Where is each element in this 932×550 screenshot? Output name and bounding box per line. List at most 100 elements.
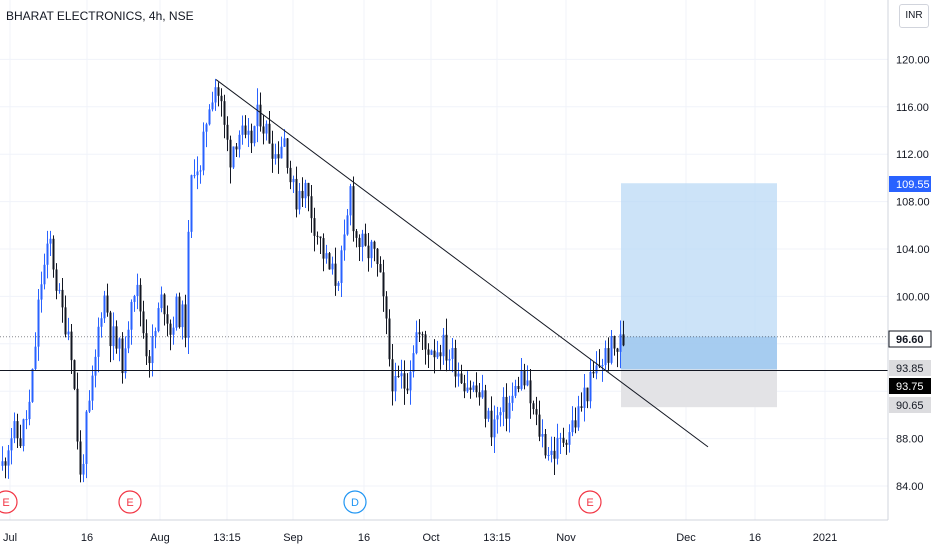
candle-body [361, 233, 364, 248]
candle-body [319, 236, 322, 239]
candle-body [157, 308, 160, 332]
candle-body [247, 130, 250, 135]
candle-body [292, 178, 295, 183]
candle-body [418, 332, 421, 335]
candle-body [103, 295, 106, 319]
event-marker-circle [343, 490, 367, 514]
candle-body [259, 104, 262, 127]
candle-body [400, 373, 403, 377]
candle-body [256, 104, 259, 127]
x-tick-label: Oct [422, 532, 439, 544]
candle-body [595, 365, 598, 374]
currency-button[interactable]: INR [899, 4, 929, 28]
price-label-text: 93.85 [896, 363, 924, 375]
stop-loss-zone[interactable] [621, 369, 777, 408]
x-tick-label: 2021 [813, 532, 837, 544]
candle-body [622, 334, 625, 346]
candle-body [466, 387, 469, 392]
candle-body [91, 375, 94, 401]
earnings-marker: E [0, 490, 18, 514]
candle-body [100, 318, 103, 327]
candle-body [211, 102, 214, 110]
candle-body [142, 311, 145, 334]
candle-body [121, 338, 124, 374]
candle-body [436, 352, 439, 358]
candle-body [190, 175, 193, 232]
candle-body [565, 442, 568, 445]
x-tick-label: 16 [81, 532, 93, 544]
candle-body [403, 373, 406, 389]
event-marker-circle [118, 490, 142, 514]
x-axis[interactable]: Jul 16 Aug 13:15 Sep 16 Oct 13:15 Nov Dec 16 2021 [3, 532, 837, 544]
candle-body [421, 334, 424, 336]
candle-body [415, 332, 418, 354]
candle-body [217, 87, 220, 96]
candle-body [610, 336, 613, 363]
candle-body [181, 304, 184, 328]
candle-body [127, 329, 130, 349]
candle-body [541, 434, 544, 437]
candle-body [454, 347, 457, 377]
candle-body [79, 441, 82, 475]
candle-body [385, 296, 388, 319]
candle-body [187, 231, 190, 338]
candle-body [301, 190, 304, 199]
candle-body [511, 395, 514, 403]
candle-body [523, 370, 526, 386]
x-tick-label: 13:15 [213, 532, 241, 544]
candle-body [13, 421, 16, 439]
candle-body [424, 334, 427, 350]
candle-body [589, 371, 592, 402]
candle-body [562, 437, 565, 443]
price-label-box [889, 378, 931, 394]
candle-body [355, 231, 358, 238]
candle-body [175, 296, 178, 328]
candle-body [55, 269, 58, 291]
candle-body [547, 454, 550, 456]
candle-body [145, 333, 148, 357]
candle-body [613, 336, 616, 349]
candle-body [277, 154, 280, 159]
candle-body [124, 348, 127, 374]
candle-body [274, 154, 277, 159]
candle-body [346, 215, 349, 235]
candle-body [397, 376, 400, 378]
candle-body [313, 218, 316, 236]
dividend-marker: D [343, 490, 367, 514]
candle-body [25, 419, 28, 421]
candle-body [529, 380, 532, 404]
candle-body [106, 295, 109, 313]
candle-body [571, 420, 574, 433]
x-tick-label: 16 [749, 532, 761, 544]
candle-body [34, 346, 37, 369]
candle-body [412, 353, 415, 372]
candle-body [322, 238, 325, 259]
candle-body [505, 396, 508, 419]
candle-body [220, 95, 223, 102]
candle-body [109, 312, 112, 347]
candle-body [334, 263, 337, 286]
candle-body [550, 450, 553, 455]
x-tick-label: Jul [3, 532, 17, 544]
candle-body [358, 237, 361, 248]
candle-body [376, 248, 379, 265]
candle-body [154, 331, 157, 337]
candle-body [22, 419, 25, 447]
candle-body [112, 326, 115, 347]
trendline[interactable] [215, 79, 709, 448]
candle-body [58, 289, 61, 291]
candle-body [481, 390, 484, 398]
y-tick-label: 100.00 [896, 291, 930, 303]
candle-body [544, 434, 547, 456]
candle-body [487, 410, 490, 419]
candle-body [37, 299, 40, 347]
candle-body [439, 352, 442, 357]
y-axis[interactable]: 120.00 116.00 112.00 108.00 104.00 100.00 88.0… [896, 54, 930, 493]
candle-body [280, 146, 283, 159]
candle-body [244, 125, 247, 135]
candle-body [193, 175, 196, 177]
candle-body [232, 146, 235, 168]
candlestick-series [1, 78, 625, 483]
price-label-box [888, 330, 932, 348]
